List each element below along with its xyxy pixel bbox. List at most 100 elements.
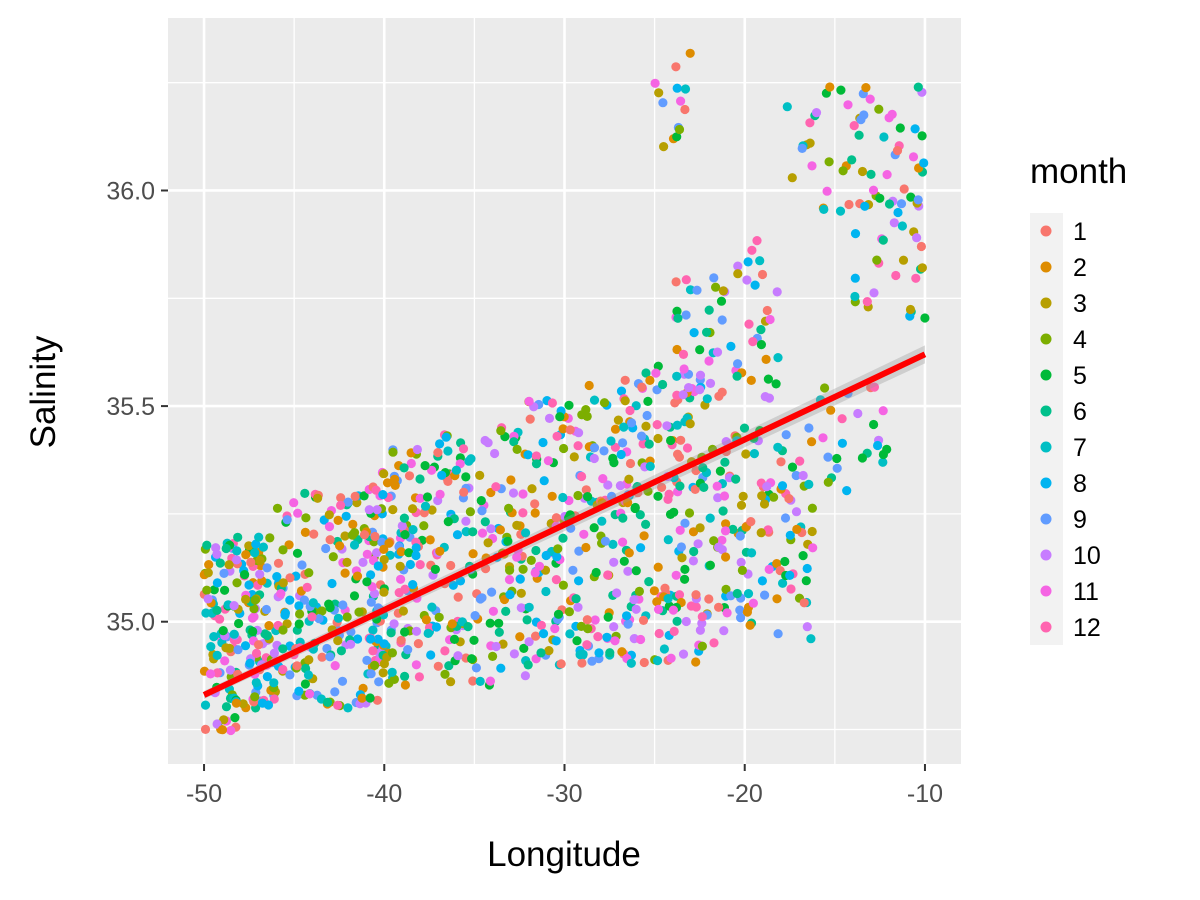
scatter-point (204, 560, 214, 570)
scatter-point (461, 516, 471, 526)
scatter-point (764, 564, 774, 575)
scatter-point (541, 550, 551, 561)
scatter-point (343, 703, 353, 713)
scatter-point (733, 359, 743, 369)
legend-key-6 (1040, 405, 1052, 417)
scatter-point (388, 447, 398, 457)
scatter-point (675, 525, 685, 535)
scatter-point (494, 618, 504, 628)
scatter-point (219, 715, 229, 725)
scatter-point (676, 96, 686, 106)
scatter-point (714, 542, 724, 552)
scatter-point (857, 453, 868, 463)
scatter-point (699, 482, 709, 492)
scatter-point (295, 609, 305, 619)
scatter-point (756, 325, 766, 335)
scatter-point (917, 263, 928, 273)
scatter-point (798, 470, 808, 481)
scatter-point (631, 604, 641, 614)
scatter-point (221, 543, 231, 554)
scatter-point (396, 547, 406, 557)
scatter-point (488, 651, 498, 662)
scatter-point (749, 449, 760, 459)
scatter-point (435, 439, 445, 449)
scatter-point (248, 626, 258, 637)
scatter-point (250, 692, 260, 702)
scatter-point (743, 589, 754, 599)
scatter-point (718, 286, 729, 296)
scatter-point (787, 462, 798, 472)
scatter-point (639, 531, 649, 541)
scatter-point (400, 530, 410, 540)
scatter-point (832, 453, 842, 464)
scatter-point (515, 574, 525, 584)
scatter-point (336, 646, 346, 656)
scatter-point (590, 615, 600, 625)
scatter-point (695, 523, 705, 533)
scatter-point (411, 543, 421, 553)
scatter-point (405, 559, 415, 570)
legend-label-4: 4 (1073, 326, 1087, 354)
scatter-point (702, 327, 712, 337)
scatter-point (262, 672, 272, 682)
scatter-point (353, 634, 363, 644)
scatter-point (742, 275, 752, 285)
scatter-point (712, 347, 723, 357)
scatter-point (224, 560, 234, 570)
scatter-point (626, 418, 637, 428)
scatter-point (524, 602, 534, 612)
scatter-point (324, 522, 335, 532)
scatter-point (519, 643, 529, 654)
scatter-point (496, 426, 506, 436)
scatter-point (613, 415, 624, 425)
scatter-point (709, 536, 719, 546)
scatter-point (717, 315, 727, 325)
scatter-point (895, 123, 905, 133)
scatter-point (468, 549, 478, 559)
scatter-point (272, 572, 282, 582)
scatter-point (508, 488, 519, 498)
scatter-point (399, 513, 409, 523)
scatter-point (680, 84, 691, 94)
scatter-point (746, 517, 756, 527)
scatter-point (685, 419, 695, 429)
legend-key-1 (1040, 225, 1052, 237)
scatter-point (241, 594, 251, 605)
scatter-point (720, 457, 730, 467)
scatter-point (341, 511, 351, 521)
scatter-point (564, 400, 574, 410)
scatter-point (299, 595, 309, 605)
scatter-point (581, 485, 591, 495)
scatter-point (823, 452, 833, 462)
scatter-point (305, 689, 315, 699)
scatter-point (495, 525, 505, 535)
scatter-point (850, 291, 860, 302)
scatter-point (728, 524, 738, 535)
scatter-point (569, 452, 579, 462)
scatter-point (606, 436, 616, 446)
scatter-point (202, 585, 212, 595)
scatter-point (782, 102, 792, 112)
scatter-point (349, 540, 360, 550)
scatter-point (333, 613, 343, 623)
scatter-point (412, 444, 422, 455)
scatter-point (501, 606, 511, 617)
scatter-point (755, 256, 765, 266)
scatter-point (524, 396, 534, 406)
scatter-point (822, 186, 832, 196)
scatter-point (212, 719, 222, 729)
scatter-point (338, 600, 348, 610)
scatter-point (262, 630, 272, 641)
scatter-point (544, 413, 555, 423)
scatter-point (523, 450, 533, 460)
scatter-point (558, 580, 569, 590)
scatter-point (826, 405, 836, 415)
scatter-point (869, 419, 879, 430)
scatter-point (269, 648, 279, 658)
scatter-point (534, 561, 545, 571)
scatter-point (823, 477, 833, 487)
scatter-point (744, 319, 754, 329)
scatter-point (558, 533, 568, 543)
scatter-point (366, 634, 376, 644)
scatter-point (509, 437, 519, 447)
